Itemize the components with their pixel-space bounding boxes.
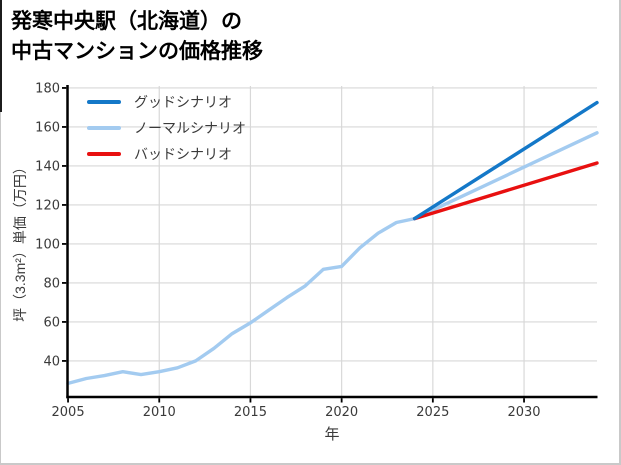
series-line-good [412,100,599,221]
y-tick-label: 80 [43,276,60,291]
legend-item-normal: ノーマルシナリオ [87,115,246,141]
legend-swatch-bad [87,152,121,156]
x-tick-label: 2010 [143,405,176,420]
legend-label-good: グッドシナリオ [134,94,232,110]
series-line-normal [66,131,599,386]
y-tick-label: 60 [43,315,60,330]
legend-label-normal: ノーマルシナリオ [134,120,246,136]
series-line-bad [412,161,599,221]
x-tick-label: 2005 [52,405,85,420]
chart-title: 発寒中央駅（北海道）の 中古マンションの価格推移 [11,7,263,67]
legend-label-bad: バッドシナリオ [134,146,232,162]
y-tick-label: 100 [35,237,60,252]
legend-swatch-good [87,100,121,104]
x-tick-label: 2025 [416,405,449,420]
y-tick-label: 140 [35,159,60,174]
x-axis-title: 年 [324,426,340,443]
legend-item-bad: バッドシナリオ [87,141,246,167]
x-tick-label: 2015 [234,405,267,420]
y-tick-label: 180 [35,81,60,96]
x-tick-label: 2030 [507,405,540,420]
legend-swatch-normal [87,126,121,130]
chart-title-line1: 発寒中央駅（北海道）の [11,10,242,33]
y-axis-title: 坪（3.3m²）単価（万円） [12,160,28,322]
y-tick-label: 120 [35,198,60,213]
x-tick-label: 2020 [325,405,358,420]
y-tick-label: 160 [35,120,60,135]
chart-legend: グッドシナリオ ノーマルシナリオ バッドシナリオ [87,89,246,167]
chart-title-line2: 中古マンションの価格推移 [11,40,263,63]
y-tick-label: 40 [43,354,60,369]
legend-item-good: グッドシナリオ [87,89,246,115]
